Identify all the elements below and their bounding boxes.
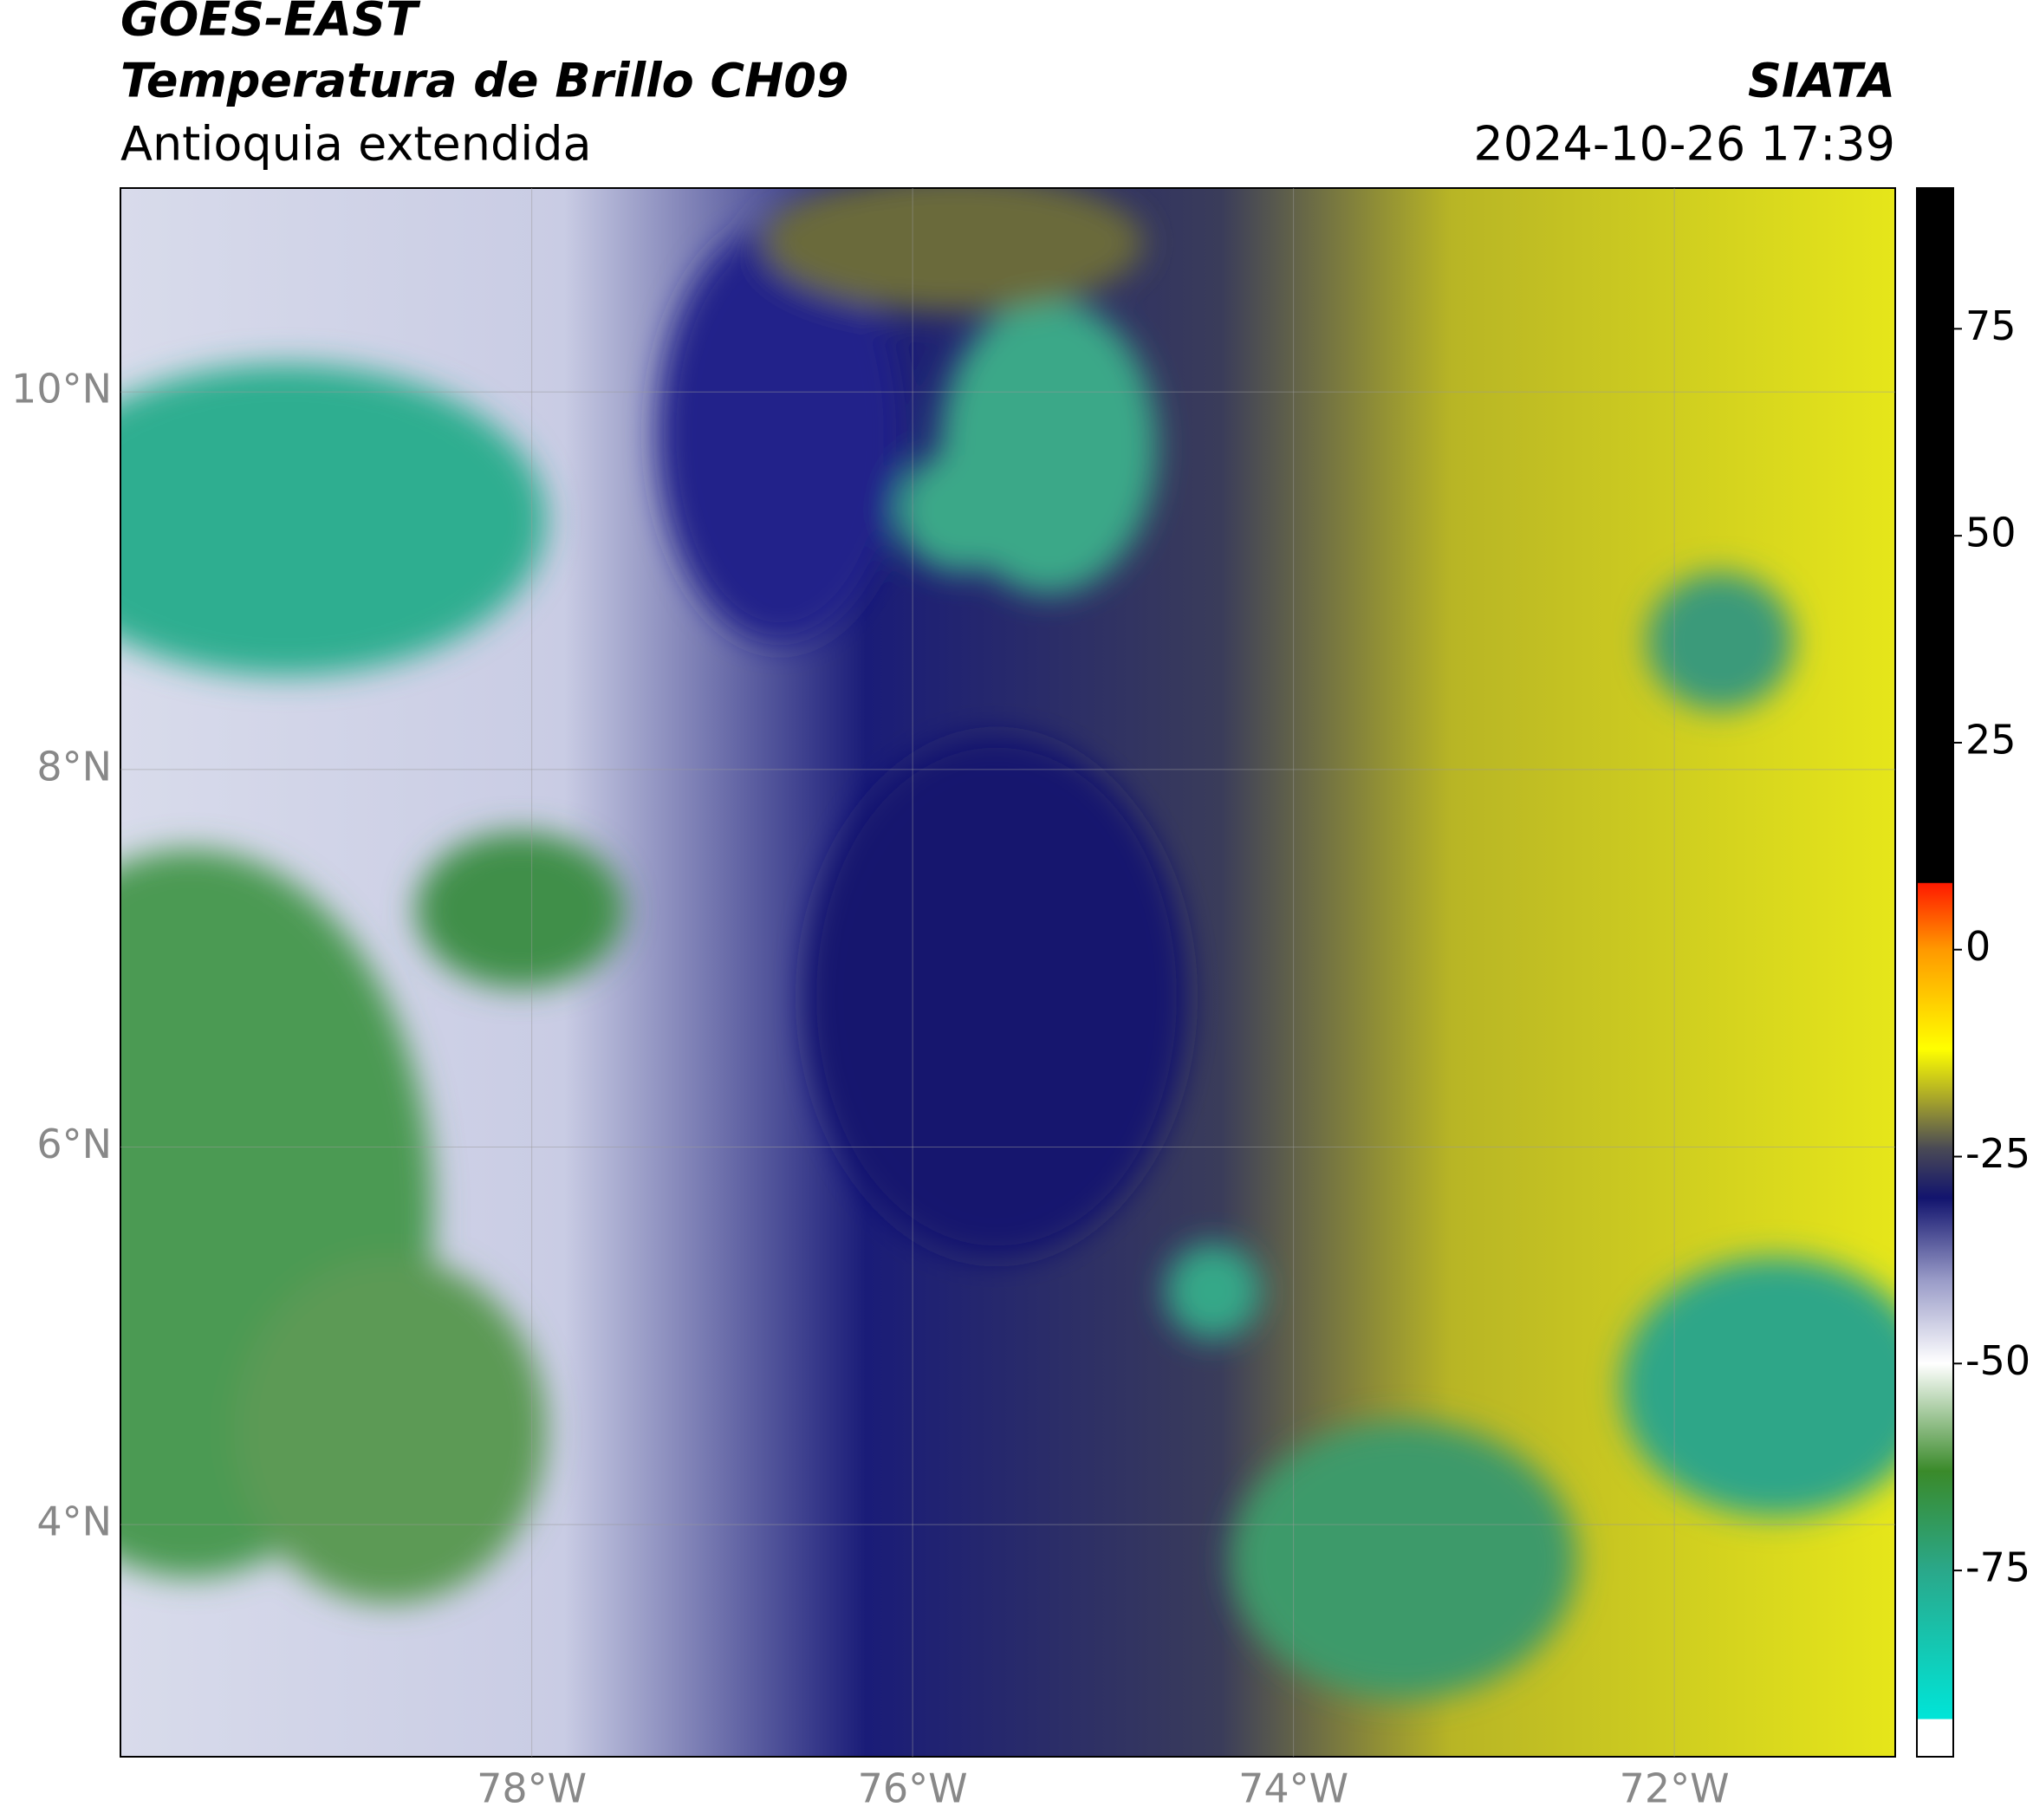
x-tick-label: 72°W <box>1620 1765 1730 1812</box>
colorbar-tick-label: 50 <box>1965 510 2017 556</box>
colorbar-tick-label: 25 <box>1965 716 2017 763</box>
y-tick-label: 10°N <box>11 366 112 413</box>
colorbar-tick-label: -25 <box>1965 1130 2030 1177</box>
agency: SIATA <box>1748 54 1895 108</box>
y-tick-label: 4°N <box>36 1498 112 1545</box>
y-tick-label: 8°N <box>36 743 112 790</box>
x-tick-label: 76°W <box>858 1765 968 1812</box>
source: GOES-EAST <box>120 0 421 47</box>
y-tick-label: 6°N <box>36 1121 112 1167</box>
colorbar <box>1916 187 1954 1758</box>
colorbar-tick-label: -75 <box>1965 1544 2030 1591</box>
timestamp: 2024-10-26 17:39 <box>1473 117 1895 172</box>
x-tick-label: 78°W <box>477 1765 587 1812</box>
region: Antioquia extendida <box>120 117 592 172</box>
map-image <box>120 188 1895 1757</box>
colorbar-tick-label: 75 <box>1965 302 2017 349</box>
map-frame <box>120 187 1896 1758</box>
x-tick-label: 74°W <box>1238 1765 1348 1812</box>
colorbar-tick-label: 0 <box>1965 923 1991 970</box>
title: Temperatura de Brillo CH09 <box>120 54 849 108</box>
colorbar-tick-label: -50 <box>1965 1337 2030 1384</box>
